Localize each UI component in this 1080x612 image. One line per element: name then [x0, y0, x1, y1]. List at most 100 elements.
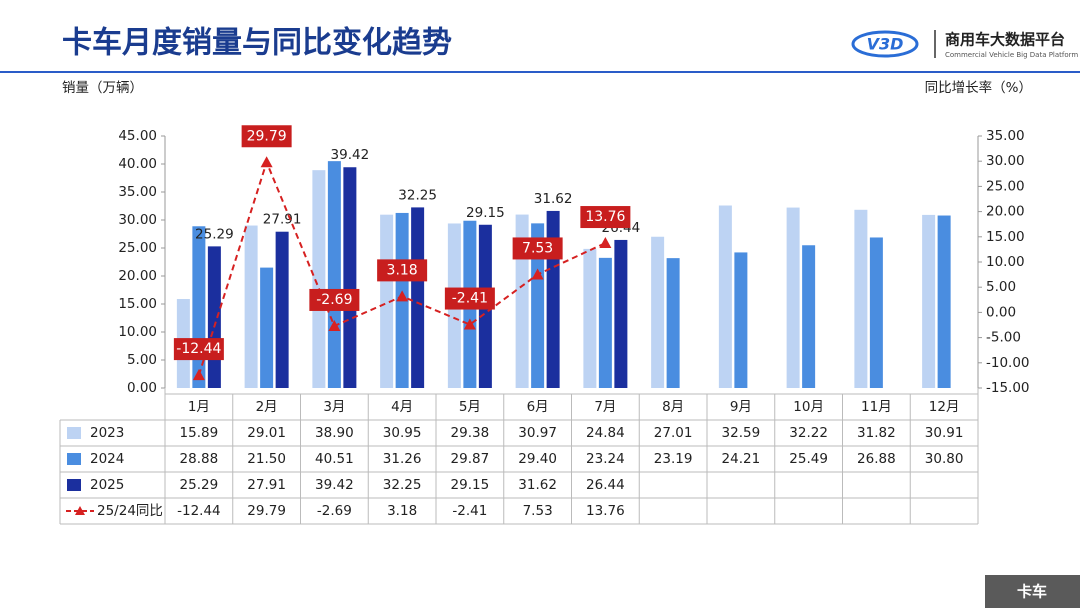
- bar: [734, 252, 748, 388]
- line-label-box: [444, 287, 495, 310]
- legend-swatch: [67, 427, 81, 439]
- table-cell: 13.76: [586, 503, 625, 519]
- table-cell: 23.24: [586, 451, 625, 467]
- y-axis-title: 销量（万辆）: [62, 80, 143, 96]
- y-tick-label: 20.00: [118, 268, 157, 284]
- table-cell: 31.62: [518, 477, 557, 493]
- line-label-box: [173, 338, 224, 361]
- line-label: 29.79: [247, 128, 287, 144]
- y2-tick-label: 5.00: [986, 279, 1016, 295]
- legend-label: 2023: [90, 425, 124, 441]
- footer-tag: 卡车: [1017, 583, 1047, 601]
- bar: [343, 167, 357, 388]
- table-cell: 39.42: [315, 477, 354, 493]
- y2-tick-label: 10.00: [986, 254, 1025, 270]
- line-marker: [531, 268, 544, 280]
- table-cell: 26.88: [857, 451, 896, 467]
- table-cell: -2.69: [317, 503, 352, 519]
- line-label-box: [241, 125, 292, 148]
- table-cell: 38.90: [315, 425, 354, 441]
- table-cell: 29.15: [451, 477, 490, 493]
- footer-box: [985, 575, 1080, 608]
- bar: [922, 214, 936, 388]
- y-tick-label: 0.00: [127, 380, 157, 396]
- bar: [260, 267, 274, 388]
- table-cell: 21.50: [247, 451, 286, 467]
- table-cell: 26.44: [586, 477, 625, 493]
- line-marker: [328, 319, 341, 331]
- bar: [937, 215, 951, 388]
- line-label: 7.53: [522, 240, 553, 256]
- line-label: -2.41: [452, 291, 488, 307]
- legend-swatch: [67, 479, 81, 491]
- legend-label: 2024: [90, 451, 124, 467]
- chart: 0.00 5.00 10.00 15.00 20.00 25.00 30.00 35.00 40…: [59, 125, 1030, 525]
- legend-label: 25/24同比: [97, 503, 163, 519]
- logo-ring: [851, 30, 919, 58]
- table-cell: 31.26: [383, 451, 422, 467]
- table-cell: -2.41: [452, 503, 487, 519]
- x-tick-label: 9月: [730, 399, 752, 415]
- bar: [786, 207, 800, 388]
- table-cell: 28.88: [180, 451, 219, 467]
- y-tick-label: 35.00: [118, 184, 157, 200]
- logo-mark: V3D: [867, 35, 904, 54]
- bar: [244, 225, 258, 388]
- x-tick-label: 10月: [793, 399, 824, 415]
- bar-label: 32.25: [398, 187, 437, 203]
- bar: [327, 161, 341, 388]
- y-tick-label: 15.00: [118, 296, 157, 312]
- bar: [651, 236, 665, 388]
- line-label-box: [512, 237, 563, 260]
- bar: [411, 207, 425, 388]
- logo: V3D 商用车大数据平台 Commercial Vehicle Big Data…: [851, 30, 1078, 59]
- y-tick-label: 30.00: [118, 212, 157, 228]
- bar: [854, 209, 868, 388]
- y-tick-label: 45.00: [118, 128, 157, 144]
- x-tick-label: 12月: [929, 399, 960, 415]
- bar: [207, 246, 221, 388]
- brand-en: Commercial Vehicle Big Data Platform: [945, 51, 1078, 59]
- line-label: 13.76: [585, 209, 625, 225]
- x-tick-label: 5月: [459, 399, 481, 415]
- line-marker: [599, 237, 612, 249]
- table-cell: 27.01: [654, 425, 693, 441]
- bar: [598, 257, 612, 388]
- x-tick-label: 7月: [594, 399, 616, 415]
- legend-label: 2025: [90, 477, 124, 493]
- table-cell: 29.87: [451, 451, 490, 467]
- table-cell: 32.22: [789, 425, 828, 441]
- legend-swatch: [67, 453, 81, 465]
- table-cell: 29.40: [518, 451, 557, 467]
- table-cell: 7.53: [523, 503, 553, 519]
- page-title: 卡车月度销量与同比变化趋势: [62, 26, 452, 61]
- x-tick-label: 4月: [391, 399, 413, 415]
- line-label: -2.69: [316, 292, 352, 308]
- x-tick-label: 6月: [527, 399, 549, 415]
- table-cell: 32.59: [722, 425, 761, 441]
- y2-tick-label: -10.00: [986, 355, 1030, 371]
- bar-label: 39.42: [331, 147, 370, 163]
- y2-tick-label: 25.00: [986, 178, 1025, 194]
- x-tick-label: 3月: [323, 399, 345, 415]
- table-cell: 24.21: [722, 451, 761, 467]
- table-cell: 27.91: [247, 477, 286, 493]
- bar: [380, 214, 394, 388]
- table-cell: 29.38: [451, 425, 490, 441]
- bar: [583, 248, 597, 388]
- bar: [531, 223, 545, 388]
- bar-label: 25.29: [195, 226, 234, 242]
- legend-marker: [75, 506, 85, 515]
- bar-label: 31.62: [534, 191, 573, 207]
- x-tick-label: 2月: [256, 399, 278, 415]
- table-cell: 32.25: [383, 477, 422, 493]
- table-cell: 25.49: [789, 451, 828, 467]
- table-cell: 30.80: [925, 451, 964, 467]
- bar: [718, 205, 732, 388]
- bar: [312, 170, 326, 388]
- y2-tick-label: 30.00: [986, 153, 1025, 169]
- bar: [666, 258, 680, 388]
- y2-tick-label: 20.00: [986, 204, 1025, 220]
- table-cell: 29.79: [247, 503, 286, 519]
